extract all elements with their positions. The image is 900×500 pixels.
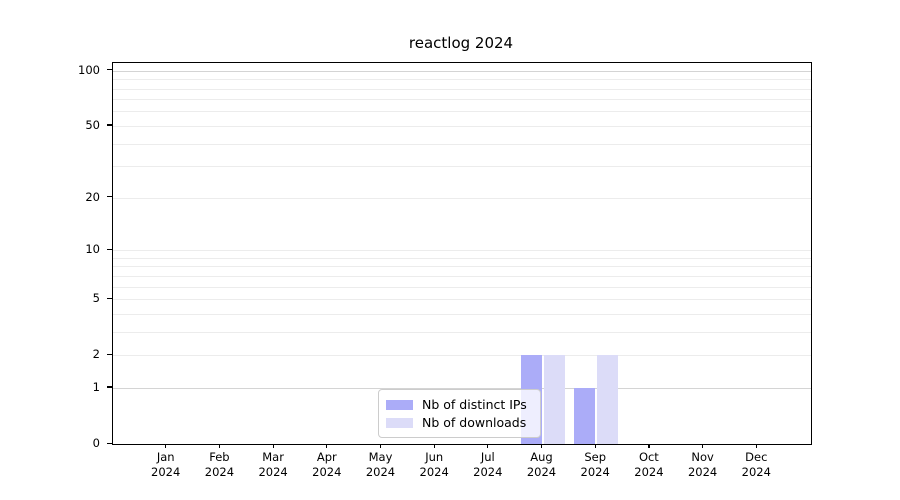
gridline-y-50 [113,125,811,127]
x-tick-jan [165,444,167,448]
y-tick-label-50: 50 [85,117,100,132]
gridline-y-90 [113,79,811,81]
legend-label-downloads: Nb of downloads [422,415,527,430]
gridline-y-2 [113,355,811,357]
x-tick-aug [541,444,543,448]
x-tick-mar [272,444,274,448]
legend-item-distinct-ips: Nb of distinct IPs [385,396,534,413]
x-tick-label-sep: Sep 2024 [580,450,610,479]
x-tick-sep [594,444,596,448]
x-tick-label-nov: Nov 2024 [687,450,718,479]
x-tick-jul [487,444,489,448]
y-tick-label-2: 2 [92,347,100,362]
legend-swatch-distinct-ips-icon [386,399,413,410]
x-tick-label-apr: Apr 2024 [312,450,342,479]
gridline-y-40 [113,143,811,145]
gridline-y-1 [113,387,811,389]
chart-title: reactlog 2024 [408,34,514,52]
gridline-y-30 [113,166,811,168]
bar-aug-downloads [543,355,565,444]
x-tick-may [380,444,382,448]
y-tick-label-5: 5 [92,291,100,305]
x-tick-label-jan: Jan 2024 [151,450,181,479]
x-tick-jun [433,444,435,448]
gridline-y-100 [113,70,811,72]
x-tick-label-mar: Mar 2024 [258,450,288,479]
gridline-y-70 [113,99,811,101]
y-tick-20 [107,196,112,198]
x-tick-oct [648,444,650,448]
gridline-y-6 [113,286,811,288]
y-tick-2 [107,353,112,355]
y-tick-5 [107,297,112,299]
gridline-y-3 [113,331,811,333]
x-tick-nov [702,444,704,448]
y-tick-label-20: 20 [85,189,100,204]
gridline-y-7 [113,275,811,277]
gridline-y-4 [113,313,811,315]
bar-sep-downloads [597,355,619,444]
x-tick-label-jun: Jun 2024 [419,450,449,479]
legend-item-downloads: Nb of downloads [385,414,534,431]
gridline-y-9 [113,257,811,259]
gridline-y-20 [113,197,811,199]
x-tick-label-may: May 2024 [365,450,396,479]
y-tick-label-10: 10 [85,242,100,256]
x-tick-label-feb: Feb 2024 [204,450,235,479]
legend-swatch-downloads-icon [386,417,413,428]
x-tick-label-aug: Aug 2024 [526,450,557,479]
gridline-y-5 [113,299,811,300]
x-tick-label-jul: Jul 2024 [473,450,503,479]
x-tick-apr [326,444,328,448]
x-tick-feb [218,444,221,448]
gridline-y-8 [113,266,811,268]
plot-area [112,62,812,445]
x-tick-dec [755,444,757,448]
legend: Nb of distinct IPs Nb of downloads [378,389,541,438]
gridline-y-60 [113,111,811,113]
y-tick-label-1: 1 [92,379,100,394]
legend-label-distinct-ips: Nb of distinct IPs [422,397,527,412]
gridline-y-80 [113,88,811,90]
y-tick-1 [107,386,112,388]
y-tick-10 [107,248,112,250]
x-tick-label-dec: Dec 2024 [741,450,771,479]
y-tick-50 [107,124,112,126]
x-tick-label-oct: Oct 2024 [634,450,664,479]
y-tick-100 [107,69,112,71]
bar-sep-distinct-ips [574,387,596,444]
y-tick-label-0: 0 [92,436,100,450]
y-tick-label-100: 100 [78,62,100,77]
gridline-y-10 [113,250,811,251]
y-tick-0 [107,442,112,444]
